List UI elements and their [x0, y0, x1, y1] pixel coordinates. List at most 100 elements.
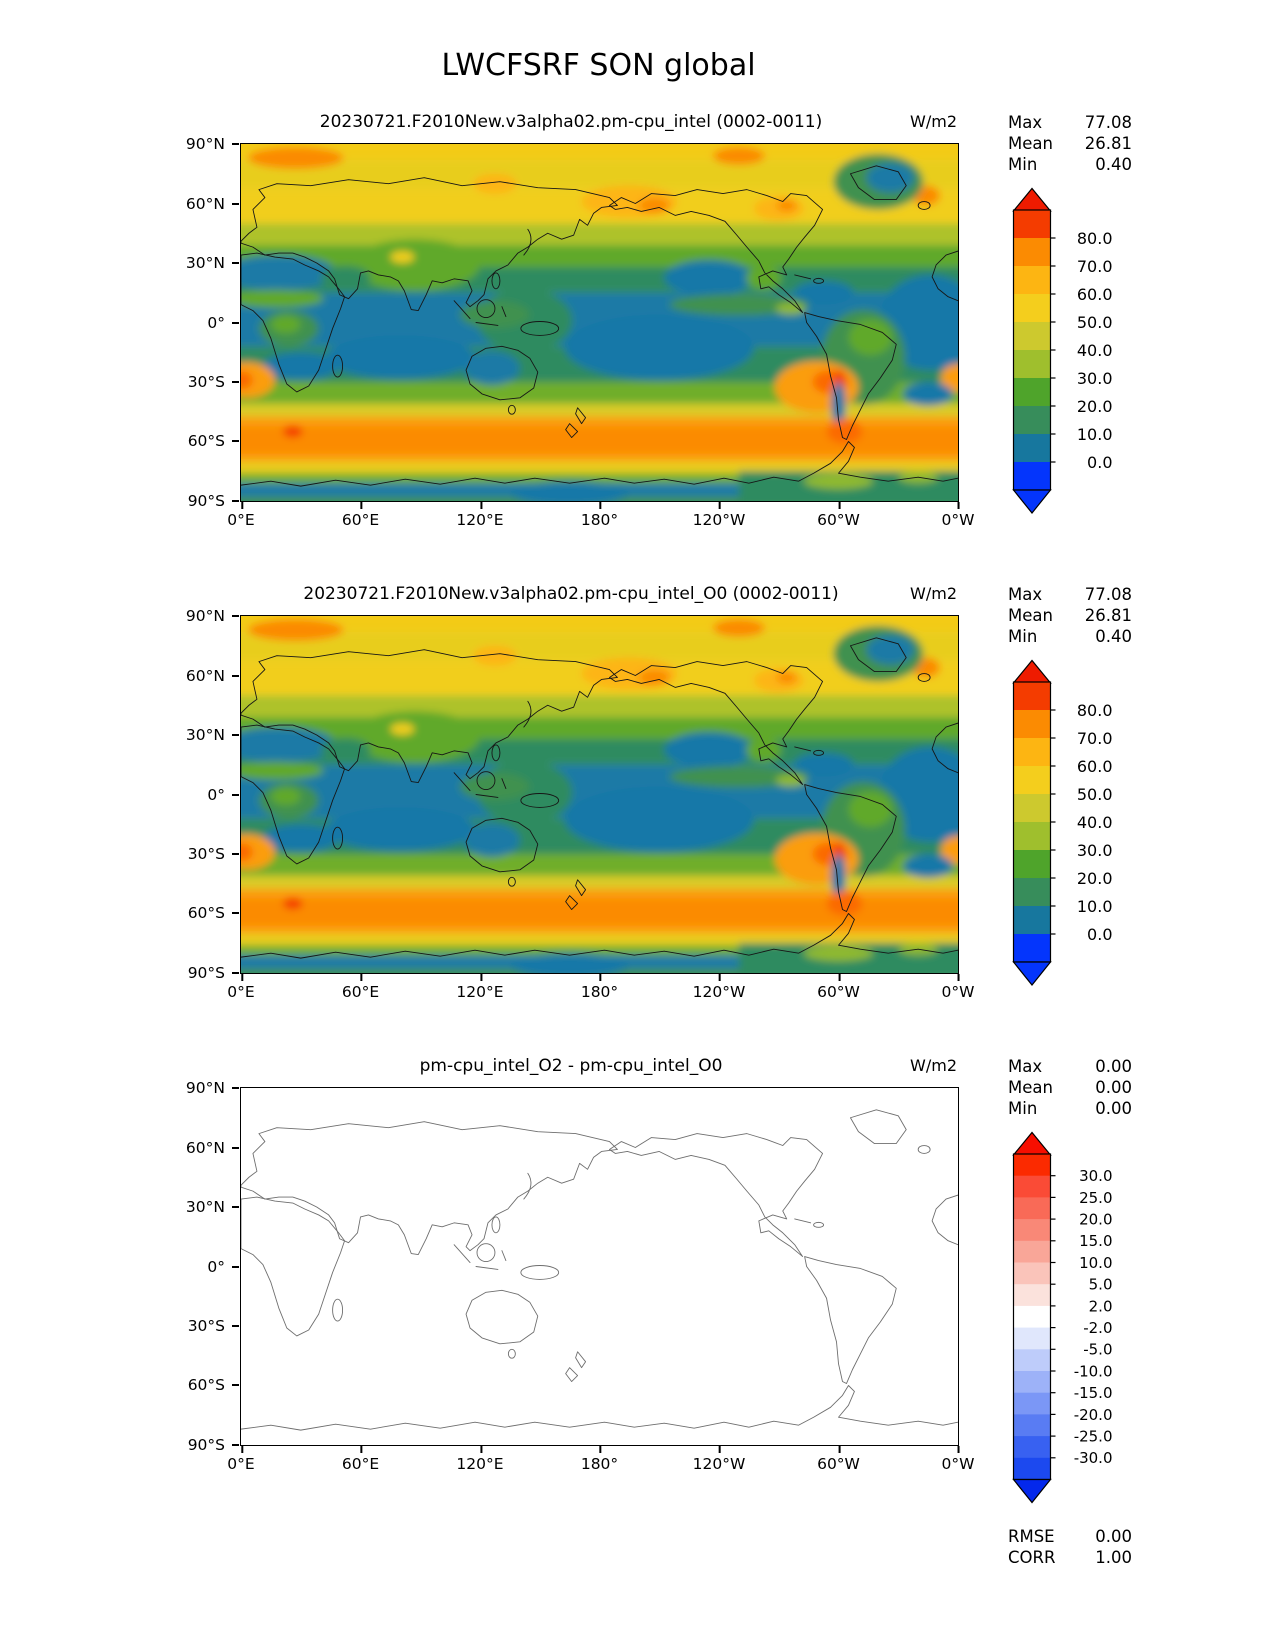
figure-title: LWCFSRF SON global — [441, 48, 756, 83]
stats-block: Max 77.08 Mean 26.81 Min 0.40 — [1008, 112, 1132, 175]
axis-tick-label: 60°W — [817, 502, 860, 529]
axis-tick-label: 60°E — [341, 1446, 380, 1473]
svg-text:40.0: 40.0 — [1077, 813, 1113, 832]
stat-label: Min — [1008, 1099, 1038, 1118]
stat-value: 77.08 — [1084, 585, 1132, 604]
svg-text:70.0: 70.0 — [1077, 257, 1113, 276]
axis-tick-label: 60°S — [187, 1376, 240, 1395]
svg-text:0.0: 0.0 — [1087, 925, 1112, 944]
axis-tick-label: 120°E — [456, 974, 504, 1001]
axis-tick-label: 0°E — [227, 502, 255, 529]
legend-column: Max 77.08 Mean 26.81 Min 0.40 80.0 70.0 60.0 50.… — [1008, 112, 1228, 520]
stat-value: 77.08 — [1084, 113, 1132, 132]
axis-tick-label: 60°E — [341, 502, 380, 529]
outline-map — [241, 1109, 958, 1431]
map-plot: 90°N 60°N 30°N 0° 30°S 60°S 90°S 0°E 60°E 120°E 1… — [186, 607, 975, 1001]
stat-value: 26.81 — [1084, 134, 1132, 153]
axis-tick-label: 0°W — [941, 1446, 975, 1473]
stat-row: Max 0.00 — [1008, 1056, 1132, 1077]
stat-row: Mean 0.00 — [1008, 1077, 1132, 1098]
contour-map — [241, 616, 958, 973]
stat-row: Max 77.08 — [1008, 112, 1132, 133]
rmse-corr-block: RMSE 0.00 CORR 1.00 — [1008, 1526, 1132, 1568]
axis-tick-label: 0°W — [941, 974, 975, 1001]
panel-title: 20230721.F2010New.v3alpha02.pm-cpu_intel… — [319, 112, 823, 132]
svg-text:20.0: 20.0 — [1077, 869, 1113, 888]
units-label: W/m2 — [910, 112, 957, 131]
axis-tick-label: 0°W — [941, 502, 975, 529]
map-plot: 90°N 60°N 30°N 0° 30°S 60°S 90°S 0°E 60°E 120°E 1… — [186, 1079, 975, 1473]
axis-tick-label: 90°S — [187, 492, 240, 510]
x-axis: 0°E 60°E 120°E 180° 120°W 60°W 0°W — [227, 501, 974, 533]
stat-row: Mean 26.81 — [1008, 133, 1132, 154]
stat-value: 1.00 — [1095, 1547, 1132, 1567]
svg-text:50.0: 50.0 — [1077, 785, 1113, 804]
svg-text:30.0: 30.0 — [1077, 841, 1113, 860]
axis-tick-label: 60°N — [185, 666, 240, 685]
axis-tick-label: 60°N — [185, 1138, 240, 1157]
svg-text:80.0: 80.0 — [1077, 701, 1113, 720]
svg-text:-20.0: -20.0 — [1074, 1406, 1113, 1424]
legend-column: Max 0.00 Mean 0.00 Min 0.00 30.0 25.0 20.0 15.0 1… — [1008, 1056, 1228, 1568]
axis-tick-label: 0° — [207, 313, 239, 332]
y-axis: 90°N 60°N 30°N 0° 30°S 60°S 90°S — [151, 607, 241, 982]
stat-label: Mean — [1008, 1078, 1053, 1097]
axis-tick-label: 120°E — [456, 1446, 504, 1473]
svg-text:40.0: 40.0 — [1077, 341, 1113, 360]
colorbar-wrap: 30.0 25.0 20.0 15.0 10.0 5.0 2.0 -2.0 -5.0 -10.0 -… — [1012, 1131, 1228, 1510]
axis-tick-label: 30°N — [185, 725, 240, 744]
axis-tick-label: 60°E — [341, 974, 380, 1001]
axis-tick-label: 0° — [207, 1257, 239, 1276]
stat-value: 0.40 — [1095, 155, 1132, 174]
stat-value: 0.00 — [1095, 1099, 1132, 1118]
axis-tick-label: 120°W — [692, 1446, 746, 1473]
x-axis: 0°E 60°E 120°E 180° 120°W 60°W 0°W — [227, 973, 974, 1005]
axis-tick-label: 60°S — [187, 904, 240, 923]
stat-label: CORR — [1008, 1547, 1056, 1567]
axis-tick-label: 90°N — [185, 607, 240, 625]
axis-tick-label: 30°S — [187, 373, 240, 391]
stat-row: Min 0.40 — [1008, 626, 1132, 647]
svg-text:-5.0: -5.0 — [1083, 1341, 1112, 1359]
svg-text:20.0: 20.0 — [1079, 1211, 1112, 1229]
svg-text:-10.0: -10.0 — [1074, 1362, 1113, 1380]
axis-tick-label: 90°S — [187, 1436, 240, 1454]
stat-label: Min — [1008, 627, 1038, 646]
svg-text:20.0: 20.0 — [1077, 397, 1113, 416]
stat-value: 0.00 — [1095, 1078, 1132, 1097]
stat-value: 0.00 — [1095, 1057, 1132, 1076]
axis-tick-label: 0°E — [227, 1446, 255, 1473]
axis-tick-label: 60°W — [817, 1446, 860, 1473]
coastlines — [241, 1109, 958, 1431]
colorbar-wrap: 80.0 70.0 60.0 50.0 40.0 30.0 20.0 10.0 0.0 — [1012, 187, 1228, 520]
colorbar-wrap: 80.0 70.0 60.0 50.0 40.0 30.0 20.0 10.0 0.0 — [1012, 659, 1228, 992]
svg-text:10.0: 10.0 — [1079, 1254, 1112, 1272]
units-label: W/m2 — [910, 1056, 957, 1075]
axis-tick-label: 180° — [580, 1446, 619, 1473]
stat-value: 0.00 — [1095, 1526, 1132, 1546]
colorbar: 30.0 25.0 20.0 15.0 10.0 5.0 2.0 -2.0 -5.0 -10.0 -… — [1012, 1131, 1113, 1504]
stat-row: Mean 26.81 — [1008, 605, 1132, 626]
svg-text:-15.0: -15.0 — [1074, 1384, 1113, 1402]
stat-value: 0.40 — [1095, 627, 1132, 646]
axis-tick-label: 90°S — [187, 964, 240, 982]
axis-tick-label: 0° — [207, 785, 239, 804]
svg-text:10.0: 10.0 — [1077, 897, 1113, 916]
svg-text:30.0: 30.0 — [1079, 1167, 1112, 1185]
stat-value: 26.81 — [1084, 606, 1132, 625]
stat-label: Max — [1008, 585, 1043, 604]
svg-text:2.0: 2.0 — [1089, 1297, 1113, 1315]
stat-row: Max 77.08 — [1008, 584, 1132, 605]
svg-text:30.0: 30.0 — [1077, 369, 1113, 388]
stat-label: Mean — [1008, 134, 1053, 153]
stat-label: Max — [1008, 113, 1043, 132]
legend-column: Max 77.08 Mean 26.81 Min 0.40 80.0 70.0 60.0 50.… — [1008, 584, 1228, 992]
svg-text:60.0: 60.0 — [1077, 757, 1113, 776]
colorbar: 80.0 70.0 60.0 50.0 40.0 30.0 20.0 10.0 0.0 — [1012, 187, 1113, 514]
y-axis: 90°N 60°N 30°N 0° 30°S 60°S 90°S — [151, 135, 241, 510]
colorbar: 80.0 70.0 60.0 50.0 40.0 30.0 20.0 10.0 0.0 — [1012, 659, 1113, 986]
axis-tick-label: 60°W — [817, 974, 860, 1001]
svg-text:-25.0: -25.0 — [1074, 1428, 1113, 1446]
svg-text:0.0: 0.0 — [1087, 453, 1112, 472]
